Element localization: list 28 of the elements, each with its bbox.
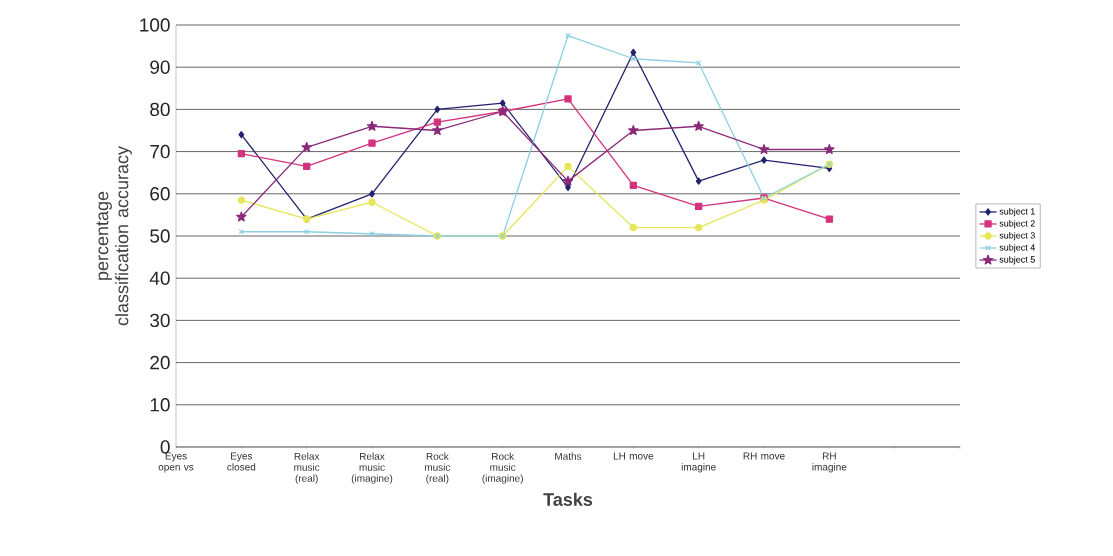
legend-label: subject 2 (999, 219, 1035, 229)
x-tick-label: Maths (555, 452, 582, 460)
x-axis-title: Tasks (543, 492, 593, 506)
y-tick-label: 0 (160, 440, 170, 454)
legend-label: subject 4 (999, 244, 1035, 253)
x-tick-label: LH imagine (681, 452, 716, 473)
y-tick-label: 70 (150, 144, 170, 159)
y-tick-label: 60 (150, 187, 170, 201)
x-tick-label: Eyes closed (227, 452, 256, 471)
x-tick-label: Rock music (real) (424, 452, 451, 484)
legend-label: subject 1 (999, 207, 1035, 217)
y-tick-label: 90 (150, 60, 170, 74)
legend-label: subject 5 (999, 256, 1035, 265)
y-tick-label: 10 (150, 398, 170, 412)
y-tick-label: 30 (150, 313, 170, 328)
x-tick-label: Relax music (imagine) (351, 452, 393, 484)
y-tick-label: 20 (150, 355, 170, 370)
x-tick-label: Rock music (imagine) (482, 452, 523, 484)
x-tick-label: RH move (743, 452, 785, 460)
y-tick-label: 50 (150, 229, 170, 243)
x-tick-label: LH move (613, 452, 654, 460)
x-tick-label: RH imagine (812, 452, 847, 473)
y-tick-label: 40 (149, 271, 170, 285)
y-tick-label: 80 (150, 102, 170, 117)
y-tick-label: 100 (140, 18, 170, 32)
x-tick-label: Relax music (real) (294, 452, 320, 484)
y-axis-title: percentage classification accuracy (96, 146, 132, 326)
legend-label: subject 3 (999, 231, 1035, 241)
